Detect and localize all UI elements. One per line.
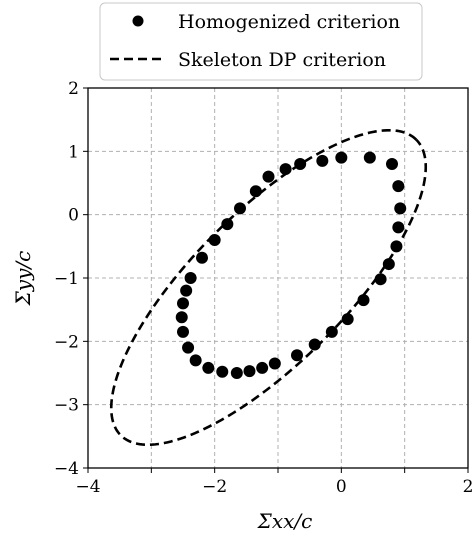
y-axis-label: Σyy/c xyxy=(11,251,35,307)
homogenized-point xyxy=(357,294,370,307)
x-tick-label: 0 xyxy=(336,477,347,497)
legend-box xyxy=(99,2,423,81)
x-tick-label: 2 xyxy=(463,477,474,497)
homogenized-point xyxy=(216,365,229,378)
y-tick-label: −3 xyxy=(54,396,79,416)
legend-marker-homogenized xyxy=(132,15,144,27)
axis-ticks: −4 −2 0 2 2 1 0 −1 −2 −3 −4 xyxy=(54,79,473,497)
homogenized-point xyxy=(177,297,189,310)
legend-label-homogenized: Homogenized criterion xyxy=(178,11,400,33)
plot-area xyxy=(109,128,428,447)
legend: Homogenized criterion Skeleton DP criter… xyxy=(99,2,423,81)
y-tick-label: −2 xyxy=(54,332,79,352)
legend-label-skeleton: Skeleton DP criterion xyxy=(178,49,386,71)
homogenized-point xyxy=(243,365,256,378)
homogenized-point xyxy=(390,240,403,253)
homogenized-point xyxy=(294,158,307,170)
homogenized-point xyxy=(394,202,407,215)
homogenized-point xyxy=(202,361,215,374)
homogenized-point xyxy=(182,341,195,354)
homogenized-point xyxy=(256,361,269,374)
homogenized-point xyxy=(374,273,387,286)
homogenized-point xyxy=(341,313,354,326)
homogenized-point xyxy=(177,325,189,338)
homogenized-point xyxy=(268,357,281,370)
homogenized-point xyxy=(175,311,188,324)
homogenized-point xyxy=(249,185,262,198)
homogenized-point xyxy=(392,180,405,193)
homogenized-point xyxy=(308,338,321,351)
y-tick-label: −1 xyxy=(54,269,79,289)
x-axis-label: Σxx/c xyxy=(257,509,313,533)
homogenized-point xyxy=(363,151,376,164)
homogenized-point xyxy=(279,163,292,176)
homogenized-point xyxy=(291,349,303,362)
homogenized-point xyxy=(180,284,193,297)
x-tick-label: −2 xyxy=(202,477,227,497)
homogenized-point xyxy=(325,325,338,338)
homogenized-point xyxy=(262,170,275,183)
homogenized-point xyxy=(184,272,197,284)
y-tick-label: 2 xyxy=(68,79,79,99)
homogenized-point xyxy=(221,218,234,231)
homogenized-point xyxy=(230,367,243,379)
y-tick-label: −4 xyxy=(54,459,79,479)
homogenized-point xyxy=(189,354,202,367)
y-tick-label: 1 xyxy=(68,142,79,162)
homogenized-point xyxy=(335,151,348,164)
homogenized-point xyxy=(392,221,405,234)
homogenized-point xyxy=(386,158,398,170)
homogenized-point xyxy=(208,234,221,246)
homogenized-point xyxy=(316,154,329,167)
grid-lines xyxy=(88,88,468,468)
homogenized-point xyxy=(196,251,208,264)
x-tick-label: −4 xyxy=(75,477,100,497)
y-tick-label: 0 xyxy=(68,206,79,226)
homogenized-point xyxy=(382,258,395,271)
homogenized-point xyxy=(234,202,246,215)
